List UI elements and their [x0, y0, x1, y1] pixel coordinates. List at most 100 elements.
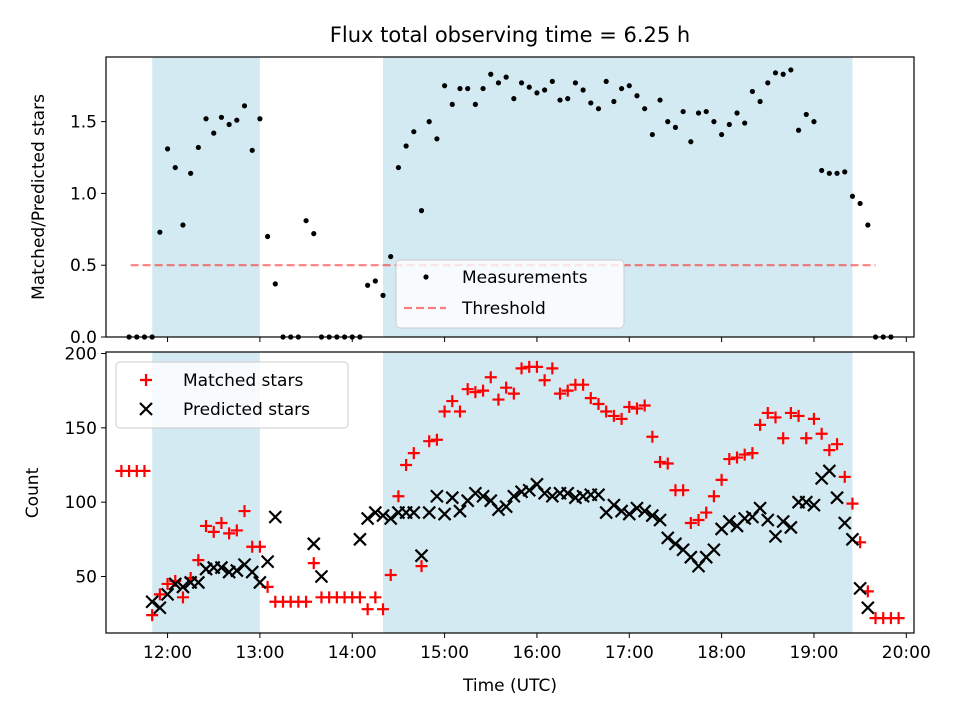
measurements-point-15	[241, 103, 248, 109]
measurements-point-51	[518, 80, 525, 86]
matched-stars-point-39	[415, 560, 428, 573]
matched-stars-point-74	[684, 516, 697, 529]
matched-stars-point-93	[831, 438, 844, 451]
matched-stars-point-101	[892, 612, 905, 625]
predicted-stars-point-23	[383, 511, 398, 526]
matched-stars-point-89	[800, 432, 813, 445]
matched-stars-point-6	[161, 577, 174, 590]
measurements-point-35	[395, 164, 402, 171]
measurements-point-18	[265, 233, 271, 240]
top-chart-title: Flux total observing time = 6.25 h	[330, 23, 690, 47]
measurements-point-60	[588, 100, 594, 106]
predicted-stars-point-82	[837, 516, 852, 530]
matched-stars-point-40	[423, 435, 436, 448]
measurements-point-57	[565, 96, 571, 102]
predicted-stars-point-30	[437, 507, 452, 521]
matched-stars-point-71	[661, 457, 674, 470]
matched-stars-point-50	[500, 381, 513, 394]
measurements-point-6	[172, 164, 178, 171]
predicted-stars-point-72	[761, 513, 775, 527]
matched-stars-point-52	[515, 362, 528, 375]
legend-measurements-marker	[423, 274, 429, 280]
predicted-stars-point-32	[453, 504, 467, 518]
measurements-point-41	[441, 83, 448, 89]
bottom-panel: 50 100 150 200 12:00 13:00 14:00 15:00 16:00 17:0…	[65, 344, 931, 663]
matched-stars-point-15	[230, 524, 243, 537]
top-y-axis-label: Matched/Predicted stars	[29, 94, 49, 300]
matched-stars-point-5	[153, 588, 166, 601]
measurements-point-69	[657, 97, 663, 103]
predicted-stars-point-78	[807, 498, 821, 512]
measurements-point-64	[618, 85, 625, 92]
top-legend-box	[395, 259, 625, 329]
matched-stars-point-16	[238, 505, 251, 518]
measurements-point-24	[311, 231, 317, 237]
measurements-point-81	[749, 88, 756, 95]
legend-measurements-label: Measurements	[462, 268, 588, 288]
bottom-x-tick-label-3: 15:00	[420, 643, 469, 663]
predicted-stars-point-84	[853, 581, 867, 596]
matched-stars-point-63	[600, 405, 613, 418]
predicted-stars-point-54	[622, 507, 637, 521]
measurements-point-33	[380, 292, 386, 298]
predicted-stars-point-41	[522, 483, 537, 498]
predicted-stars-point-20	[360, 511, 375, 526]
matched-stars-point-8	[176, 591, 189, 604]
predicted-stars-point-80	[822, 464, 837, 478]
measurements-point-14	[234, 117, 240, 123]
predicted-stars-point-57	[645, 508, 660, 523]
legend-matched-marker	[140, 374, 152, 386]
top-y-tick-label-1: 0.5	[70, 256, 97, 276]
predicted-stars-point-60	[668, 537, 683, 551]
measurements-point-13	[226, 121, 232, 128]
measurements-point-37	[411, 129, 417, 135]
matched-stars-point-3	[138, 464, 151, 477]
measurements-point-42	[449, 101, 455, 107]
matched-stars-point-49	[492, 393, 505, 406]
measurements-point-79	[734, 110, 740, 116]
matched-stars-point-18	[253, 540, 266, 553]
bottom-x-tick-label-8: 20:00	[882, 643, 931, 663]
matched-stars-point-43	[446, 395, 459, 408]
matched-stars-point-64	[607, 409, 620, 422]
measurements-point-96	[865, 222, 871, 228]
predicted-stars-point-11	[230, 563, 244, 578]
predicted-stars-point-53	[614, 504, 629, 518]
matched-stars-point-48	[484, 371, 497, 384]
predicted-stars-point-46	[560, 486, 575, 501]
matched-stars-point-31	[353, 591, 366, 604]
matched-stars-point-38	[407, 447, 420, 460]
measurements-point-83	[765, 80, 771, 86]
matched-stars-point-36	[392, 490, 405, 503]
predicted-stars-point-19	[353, 532, 367, 547]
measurements-point-95	[857, 200, 863, 207]
measurements-point-45	[472, 101, 478, 107]
measurements-point-12	[218, 114, 225, 120]
bottom-legend-box	[115, 361, 349, 429]
matched-stars-point-11	[200, 519, 213, 532]
measurements-point-19	[272, 281, 278, 287]
matched-stars-point-75	[692, 514, 705, 527]
measurements-point-58	[572, 80, 579, 86]
predicted-stars-point-28	[422, 505, 436, 520]
matched-stars-point-42	[438, 405, 451, 418]
matched-stars-point-35	[384, 569, 397, 582]
measurements-point-70	[665, 119, 671, 125]
measurements-point-94	[849, 193, 856, 199]
matched-stars-point-82	[746, 447, 759, 460]
matched-stars-point-37	[400, 458, 413, 471]
matched-stars-point-69	[646, 430, 659, 443]
matched-stars-point-57	[554, 387, 567, 400]
matched-stars-point-67	[630, 402, 643, 415]
bottom-plot-frame	[105, 351, 915, 634]
matched-stars-point-32	[361, 603, 374, 616]
predicted-stars-point-38	[499, 499, 513, 514]
measurements-point-11	[211, 130, 217, 136]
matched-stars-point-45	[461, 383, 474, 396]
matched-stars-point-60	[577, 378, 590, 391]
predicted-stars-point-9	[214, 560, 229, 575]
matched-stars-point-58	[561, 384, 574, 397]
matched-stars-point-44	[453, 405, 466, 418]
measurements-point-67	[642, 106, 648, 112]
